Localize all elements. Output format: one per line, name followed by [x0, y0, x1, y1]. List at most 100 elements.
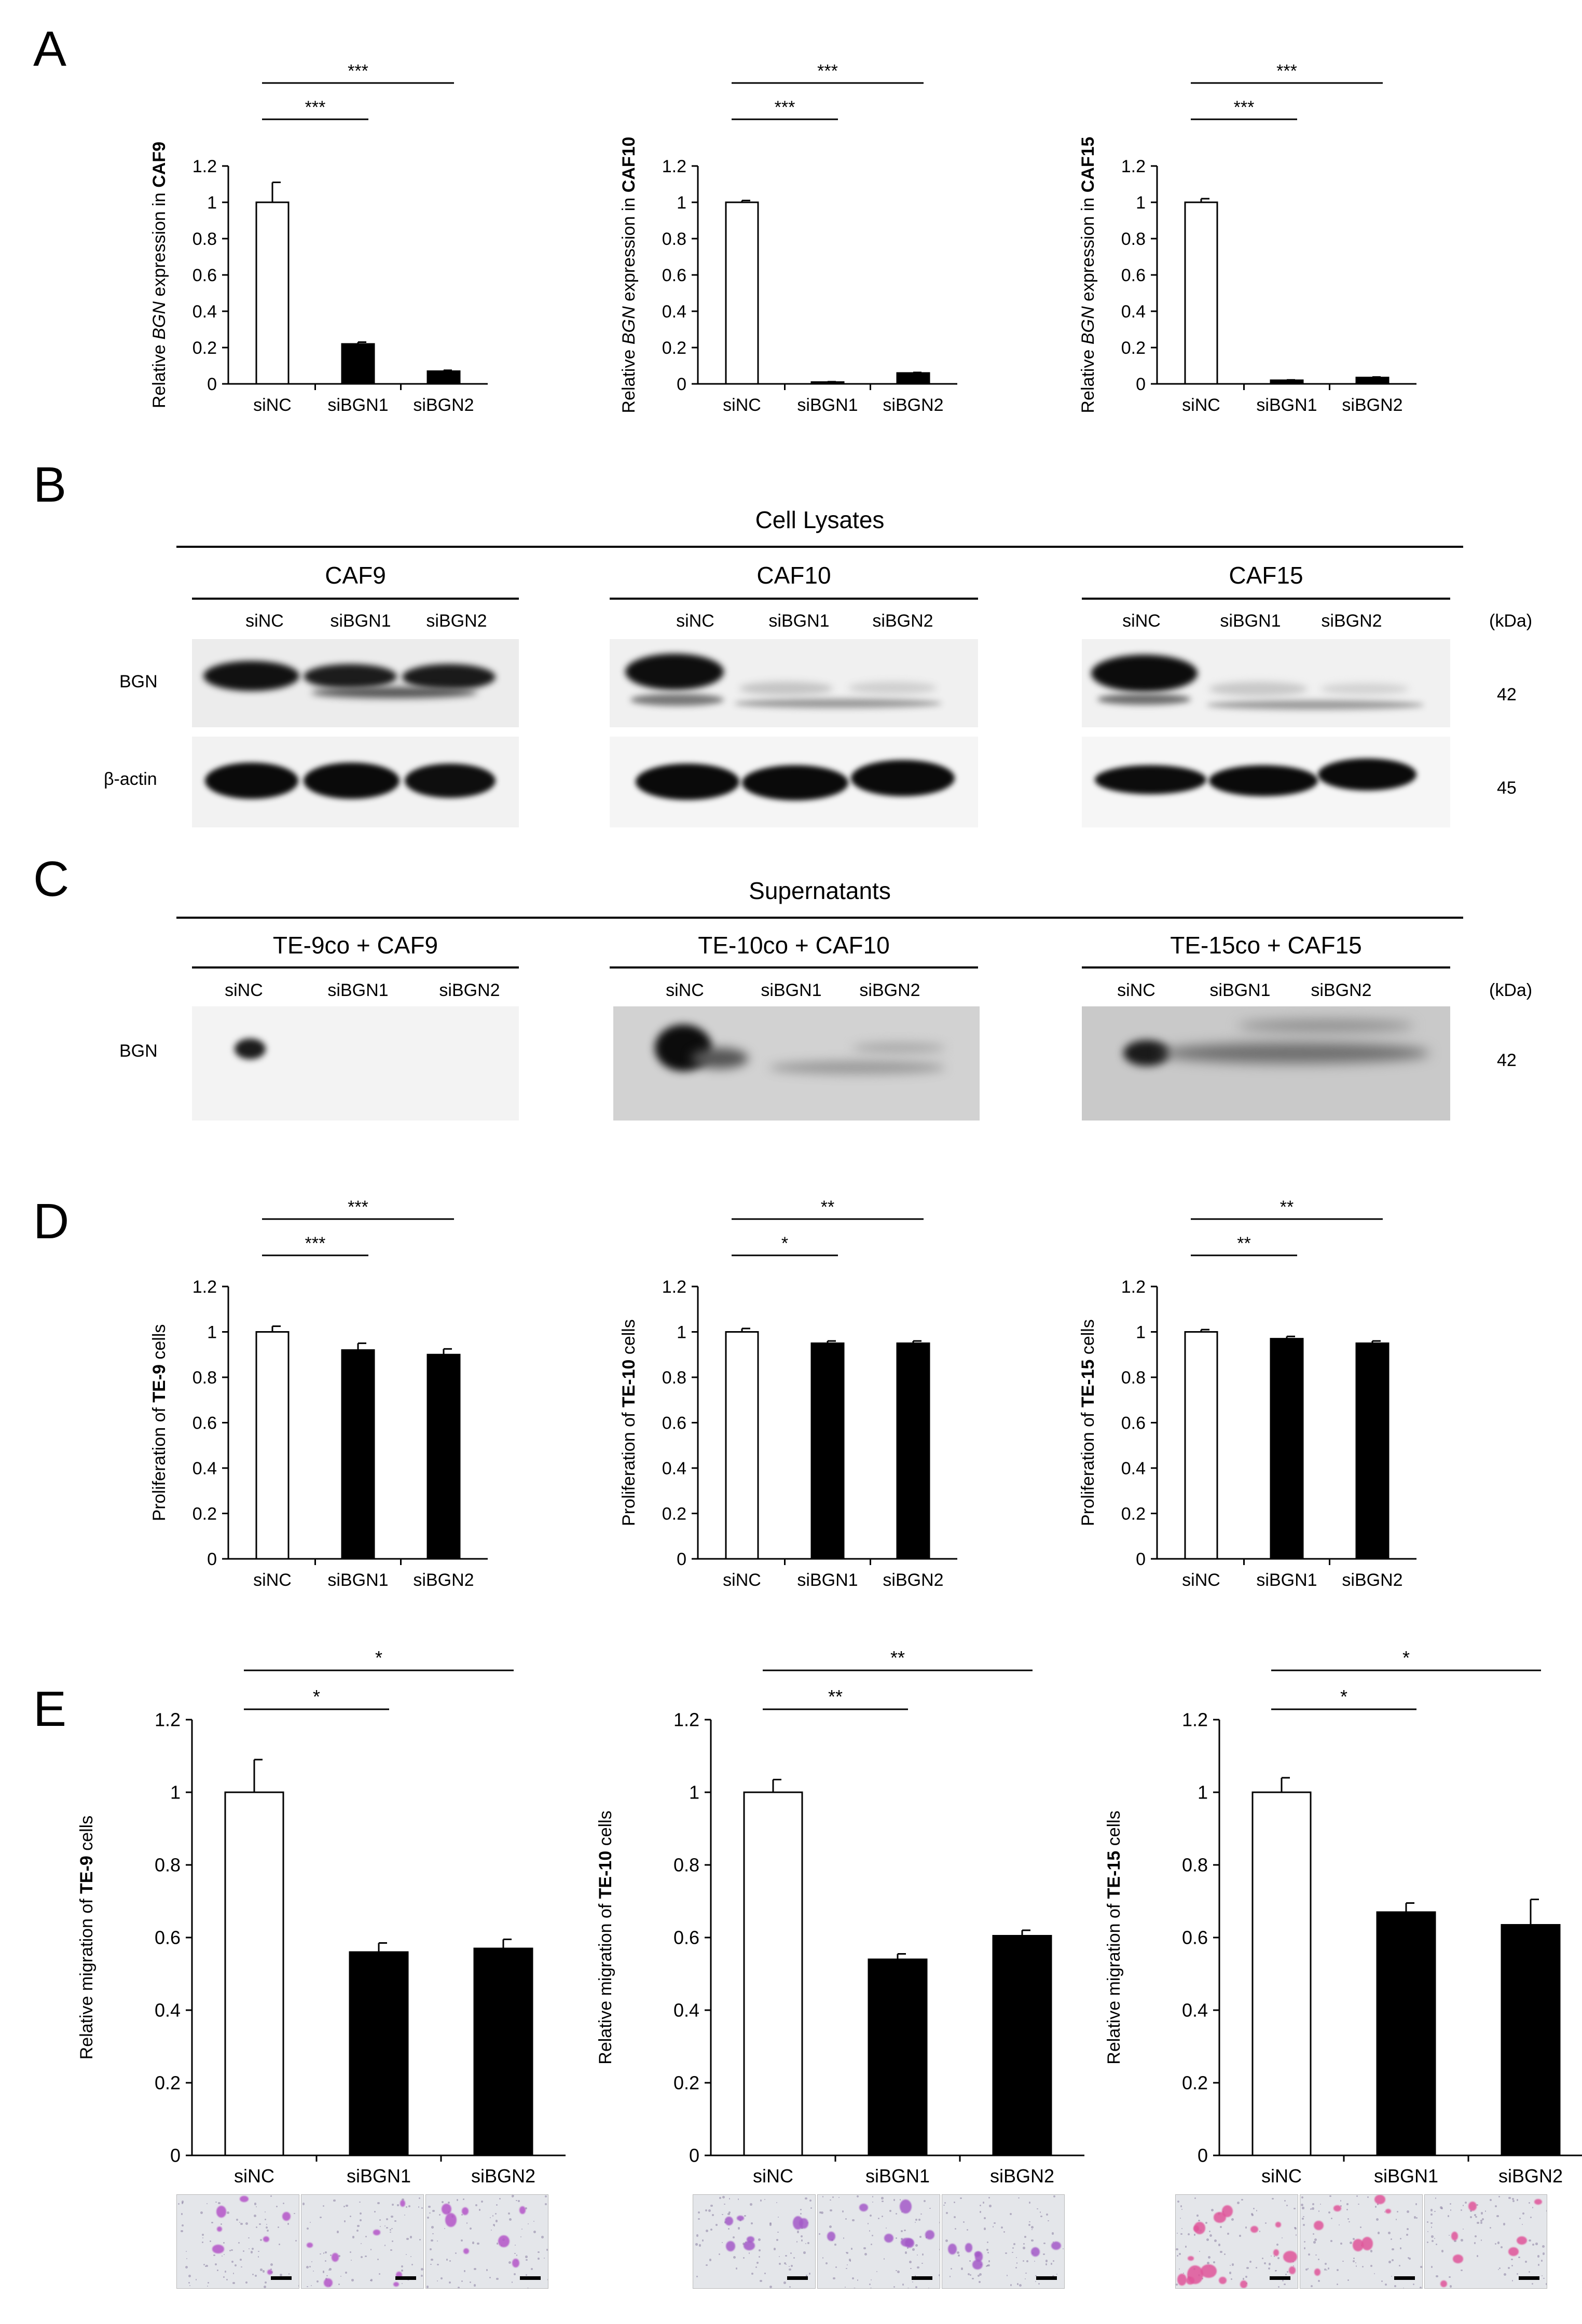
cell-dot — [1274, 2270, 1277, 2272]
cell-dot — [1546, 2283, 1547, 2285]
y-axis-label: Relative migration of TE-9 cells — [77, 1816, 97, 2060]
y-tick-label: 0 — [1136, 375, 1146, 394]
cell-dot — [1450, 2209, 1452, 2211]
cell-dot — [1268, 2267, 1271, 2270]
cell-dot — [211, 2221, 213, 2224]
micrograph-te10-sibgn1 — [817, 2194, 940, 2289]
cell-dot — [810, 2207, 812, 2209]
cell-dot — [476, 2242, 479, 2245]
cell-dot — [264, 2281, 267, 2284]
cell-dot — [1176, 2254, 1178, 2257]
cell-dot — [1511, 2265, 1513, 2267]
y-tick-label: 1.2 — [662, 157, 686, 176]
y-tick-label: 0.2 — [192, 1504, 217, 1524]
cell-dot — [405, 2253, 407, 2256]
y-tick-label: 1.2 — [1182, 1709, 1208, 1731]
cell-dot — [907, 2247, 909, 2249]
bar — [341, 1349, 375, 1560]
micrograph-te15-sibgn1 — [1300, 2194, 1423, 2289]
cell-dot — [1302, 2218, 1304, 2220]
cell-dot — [1476, 2255, 1479, 2258]
cell-dot — [1003, 2231, 1006, 2233]
migrated-cell — [1275, 2222, 1282, 2228]
cell-dot — [1310, 2285, 1313, 2288]
cell-dot — [870, 2243, 872, 2245]
cell-dot — [1462, 2229, 1464, 2230]
blot-b-row-actin: β-actin — [104, 769, 157, 789]
cell-dot — [698, 2244, 701, 2247]
cell-dot — [252, 2273, 254, 2275]
cell-dot — [1531, 2282, 1534, 2285]
migrated-cell — [1051, 2242, 1061, 2250]
cell-dot — [945, 2239, 948, 2243]
cell-dot — [408, 2205, 411, 2208]
cell-dot — [1543, 2277, 1545, 2279]
cell-dot — [1028, 2201, 1031, 2204]
bar — [473, 1947, 533, 2156]
cell-dot — [182, 2224, 184, 2227]
cell-dot — [243, 2250, 245, 2252]
x-tick-label: siBGN1 — [865, 2165, 930, 2187]
cell-dot — [360, 2243, 362, 2245]
cell-dot — [809, 2199, 812, 2202]
cell-dot — [819, 2211, 822, 2214]
cell-dot — [377, 2258, 379, 2260]
band — [235, 1039, 266, 1059]
cell-dot — [807, 2242, 809, 2244]
cell-dot — [1541, 2275, 1543, 2276]
cell-dot — [1340, 2242, 1342, 2245]
cell-dot — [215, 2201, 217, 2203]
cell-dot — [1522, 2212, 1524, 2215]
cell-dot — [1470, 2216, 1473, 2219]
cell-dot — [1264, 2222, 1267, 2224]
cell-dot — [710, 2228, 712, 2231]
cell-dot — [390, 2249, 392, 2251]
cell-dot — [1301, 2196, 1303, 2199]
cell-dot — [544, 2195, 547, 2198]
cell-dot — [1484, 2210, 1487, 2212]
cell-dot — [1023, 2243, 1025, 2245]
migrated-cell — [1314, 2268, 1320, 2276]
cell-dot — [1349, 2242, 1352, 2245]
band — [1318, 758, 1416, 791]
cell-dot — [481, 2201, 484, 2203]
cell-dot — [1302, 2207, 1304, 2209]
cell-dot — [1317, 2258, 1320, 2261]
band — [630, 694, 724, 706]
migrated-cell — [726, 2240, 736, 2251]
cell-dot — [1358, 2203, 1360, 2205]
band — [851, 760, 955, 796]
y-tick-label: 1 — [207, 193, 217, 213]
cell-dot — [755, 2266, 758, 2268]
cell-dot — [917, 2266, 919, 2269]
cell-dot — [1542, 2252, 1545, 2255]
cell-dot — [338, 2255, 340, 2257]
cell-dot — [1229, 2265, 1231, 2266]
cell-dot — [235, 2264, 237, 2266]
y-tick-label: 1 — [1198, 1782, 1208, 1803]
blot-b-row-bgn: BGN — [119, 672, 158, 691]
cell-dot — [1480, 2222, 1483, 2224]
y-tick-label: 1.2 — [673, 1709, 699, 1731]
cell-dot — [251, 2247, 254, 2250]
cell-dot — [409, 2236, 412, 2238]
y-tick-label: 1.2 — [192, 1277, 217, 1297]
cell-dot — [783, 2262, 786, 2265]
cell-dot — [1185, 2246, 1187, 2248]
cell-dot — [493, 2224, 496, 2226]
cell-dot — [410, 2256, 411, 2257]
migrated-cell — [1240, 2280, 1247, 2288]
cell-dot — [1050, 2263, 1053, 2265]
cell-dot — [1276, 2244, 1278, 2246]
migrated-cell — [965, 2243, 972, 2252]
cell-dot — [1231, 2278, 1232, 2280]
cell-dot — [201, 2233, 204, 2236]
scale-bar — [1270, 2276, 1290, 2280]
cell-dot — [897, 2271, 900, 2274]
cell-dot — [466, 2222, 467, 2224]
chart-a-caf9: 0 0.2 0.4 0.6 0.8 1 1.2 siNC siBGN1 siBGN2 *** *** R… — [149, 61, 488, 415]
cell-dot — [759, 2256, 761, 2258]
cell-dot — [846, 2252, 849, 2254]
cell-dot — [441, 2277, 443, 2280]
cell-dot — [1245, 2226, 1247, 2229]
